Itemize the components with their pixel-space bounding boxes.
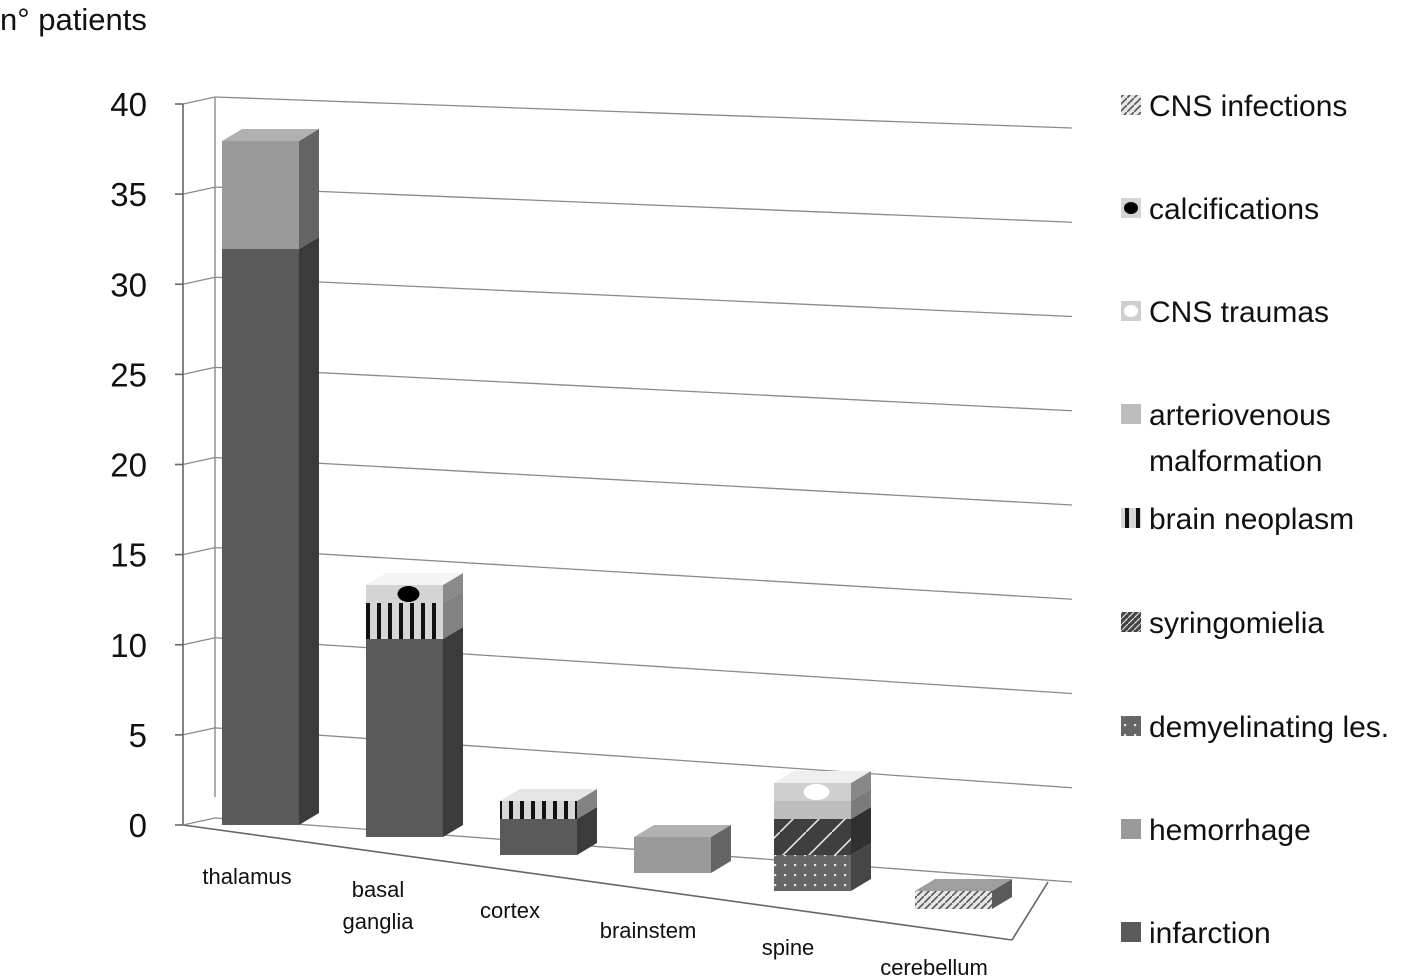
y-tick-label: 5 [129,717,147,754]
y-axis: 0 5 10 15 20 25 30 35 40 n° patients [0,2,184,844]
bar-side-infarction-cortex [577,807,597,855]
category-labels: thalamus basal ganglia cortex brainstem spine… [202,864,987,980]
bars [222,129,1012,909]
y-tick-label: 25 [110,356,147,393]
bar-top-spine [774,771,871,783]
gridline-side [182,727,216,736]
gridline-side [182,637,216,646]
bar-infarction-thalamus [222,249,299,825]
bar-stack-basal-ganglia [366,573,463,837]
bar-syringomielia-spine [774,819,851,855]
legend-label: malformation [1149,445,1322,478]
bar-hemorrhage-thalamus [222,141,299,249]
x-tick-label: cerebellum [880,955,988,980]
legend-swatch-hemorrhage [1121,819,1141,839]
bar-stack-brainstem [634,825,731,873]
bar-arteriovenous-malformation-spine [774,801,851,819]
bar-side-infarction-basal-ganglia [443,627,463,837]
gridline-side [182,456,216,466]
x-tick-label: thalamus [202,864,291,889]
bar-brain-neoplasm-cortex [500,801,577,819]
bar-stack-cortex [500,789,597,855]
legend-swatch-arteriovenous-malformation [1121,404,1141,424]
legend: CNS infections calcifications CNS traumas a… [1121,90,1389,950]
gridline [214,456,1073,506]
bar-side-calcifications-basal-ganglia [443,573,463,603]
bar-demyelinating-les-spine [774,855,851,891]
gridline [214,186,1073,223]
x-tick-label: spine [762,935,815,960]
gridline [214,637,1073,695]
legend-label: hemorrhage [1149,814,1311,847]
bar-infarction-cortex [500,819,577,855]
y-tick-label: 30 [110,266,147,303]
gridline [214,276,1073,318]
bar-side-cns-infections-cerebellum [992,879,1012,909]
x-tick-label: cortex [480,898,540,923]
y-tick-label: 15 [110,537,147,574]
bar-top-basal-ganglia [366,573,463,585]
bar-stack-thalamus [222,129,319,825]
legend-swatch-infarction [1121,922,1141,942]
y-tick-label: 10 [110,627,147,664]
legend-label: brain neoplasm [1149,503,1354,536]
gridline-side [182,276,216,285]
bar-side-demyelinating-les-spine [851,843,871,891]
legend-swatch-calcifications [1121,198,1141,218]
gridline-side [182,186,216,195]
bar-side-hemorrhage-thalamus [299,129,319,249]
bar-cns-infections-cerebellum [915,891,992,909]
legend-swatch-brain-neoplasm [1121,508,1141,528]
gridline [214,96,1073,129]
bar-infarction-basal-ganglia [366,639,443,837]
bar-side-hemorrhage-brainstem [711,825,731,873]
y-tick-label: 0 [129,807,147,844]
legend-label: calcifications [1149,193,1319,226]
bar-marker-cns-traumas [803,784,830,800]
legend-swatch-cns-infections [1121,95,1141,115]
legend-swatch-syringomielia [1121,612,1141,632]
bar-top-cortex [500,789,597,801]
bar-brain-neoplasm-basal-ganglia [366,603,443,639]
y-axis-title: n° patients [0,2,147,37]
legend-swatch-demyelinating-les [1121,716,1141,736]
gridline-side [182,366,216,376]
bar-side-arteriovenous-malformation-spine [851,789,871,819]
gridline [214,727,1073,789]
gridline [214,546,1073,600]
legend-label: infarction [1149,917,1271,950]
bar-side-cns-traumas-spine [851,771,871,801]
x-tick-label: ganglia [343,909,415,934]
legend-label: CNS traumas [1149,296,1329,329]
bar-top-thalamus [222,129,319,141]
bar-hemorrhage-brainstem [634,837,711,873]
legend-swatch-cns-traumas [1121,301,1141,321]
bar-side-brain-neoplasm-cortex [577,789,597,819]
gridline-side [182,546,216,556]
bar-stack-spine [774,771,871,891]
legend-label: CNS infections [1149,90,1347,123]
gridline-side [182,96,216,105]
x-tick-label: brainstem [600,918,697,943]
bar-side-infarction-thalamus [299,237,319,825]
gridline [214,366,1073,412]
legend-label: arteriovenous [1149,399,1331,432]
bar-side-syringomielia-spine [851,807,871,855]
bar-top-brainstem [634,825,731,837]
bar-marker-calcifications [397,586,420,602]
y-tick-label: 20 [110,447,147,484]
gridline-side [182,817,216,826]
y-tick-label: 35 [110,176,147,213]
bar-stack-cerebellum [915,879,1012,909]
bar-top-cerebellum [915,879,1012,891]
legend-label: syringomielia [1149,607,1324,640]
y-tick-label: 40 [110,86,147,123]
legend-label: demyelinating les. [1149,711,1389,744]
bar-side-brain-neoplasm-basal-ganglia [443,591,463,639]
x-tick-label: basal [352,877,405,902]
